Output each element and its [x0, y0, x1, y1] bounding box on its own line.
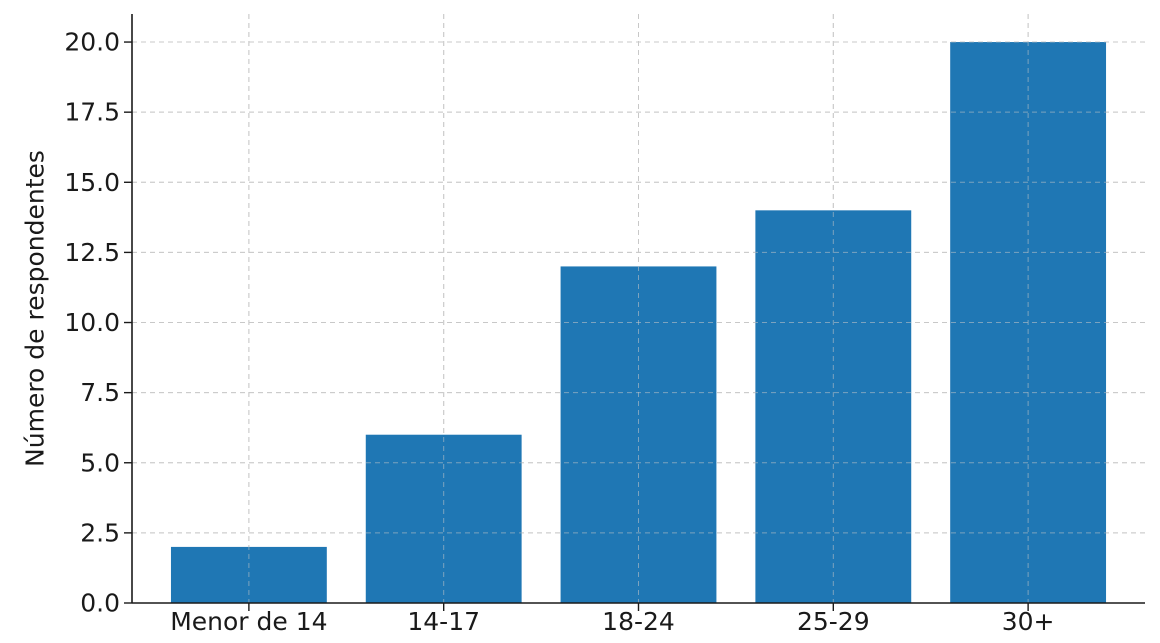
x-tick-label: 30+ — [1002, 607, 1055, 636]
y-axis-label: Número de respondentes — [21, 150, 50, 467]
y-tick-label: 7.5 — [80, 378, 120, 407]
y-tick-label: 17.5 — [64, 98, 120, 127]
x-tick-label: Menor de 14 — [170, 607, 327, 636]
y-tick-label: 12.5 — [64, 238, 120, 267]
y-tick-label: 15.0 — [64, 168, 120, 197]
x-tick-label: 25-29 — [797, 607, 870, 636]
y-tick-label: 20.0 — [64, 28, 120, 57]
y-tick-label: 0.0 — [80, 589, 120, 618]
y-tick-label: 10.0 — [64, 308, 120, 337]
grid-overlay — [132, 14, 1145, 604]
x-ticks: Menor de 14 14-17 18-24 25-29 30+ — [170, 603, 1054, 636]
y-tick-label: 2.5 — [80, 518, 120, 547]
bar — [560, 266, 717, 603]
y-ticks: 0.0 2.5 5.0 7.5 10.0 12.5 15.0 17.5 20.0 — [64, 28, 132, 618]
x-tick-label: 18-24 — [602, 607, 675, 636]
y-tick-label: 5.0 — [80, 448, 120, 477]
x-tick-label: 14-17 — [407, 607, 480, 636]
